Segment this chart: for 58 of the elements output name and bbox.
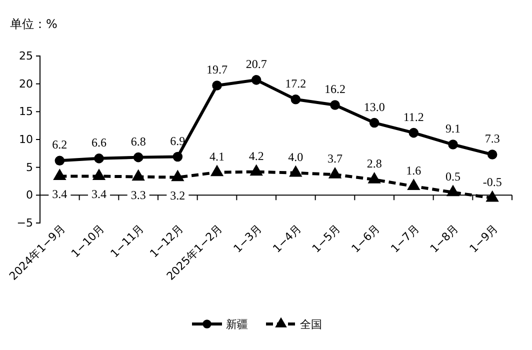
data-label: 6.6 (92, 135, 106, 150)
y-tick-label: 5 (26, 160, 33, 174)
point (92, 168, 106, 180)
point (251, 75, 262, 85)
point (289, 165, 302, 177)
point (407, 178, 420, 190)
data-label: 6.8 (130, 134, 146, 148)
data-label: -0.5 (482, 174, 502, 189)
data-label: 3.2 (170, 188, 186, 202)
data-label: 17.2 (285, 76, 306, 90)
data-label: 13.0 (364, 100, 385, 114)
data-label: 6.2 (52, 138, 68, 152)
data-label: 19.7 (206, 62, 228, 77)
data-label: 6.9 (170, 134, 186, 148)
data-label: 11.2 (403, 110, 424, 124)
data-label: 4.1 (210, 149, 224, 164)
data-label: 3.7 (328, 152, 342, 166)
y-tick-label: 25 (19, 50, 33, 63)
data-label: 0.5 (446, 169, 460, 184)
data-label: 3.3 (130, 188, 146, 202)
point (446, 184, 460, 196)
data-label: 20.7 (246, 56, 267, 71)
y-axis-title: 单位：% (10, 17, 58, 31)
point (330, 100, 340, 110)
data-label: 3.4 (92, 187, 106, 202)
data-label: 16.2 (324, 82, 346, 96)
point (369, 118, 380, 128)
point (250, 164, 263, 176)
y-tick-label: −5 (16, 216, 33, 230)
point (328, 166, 342, 178)
point (368, 172, 381, 184)
legend-label: 全国 (300, 318, 322, 331)
point (171, 170, 184, 182)
data-label: 4.2 (248, 148, 264, 163)
y-tick-label: 20 (19, 77, 33, 90)
y-tick-label: 15 (19, 105, 33, 118)
y-tick-label: 10 (19, 133, 33, 146)
point (94, 154, 104, 164)
point (172, 152, 183, 162)
point (487, 150, 498, 160)
data-label: 4.0 (288, 150, 304, 164)
point (54, 156, 65, 166)
data-label: 7.3 (484, 132, 500, 146)
y-tick-label: 0 (26, 188, 33, 202)
point (448, 140, 458, 150)
data-label: 3.4 (52, 187, 68, 202)
data-label: 9.1 (446, 122, 460, 136)
point (486, 190, 499, 202)
point (290, 94, 301, 104)
point (132, 169, 145, 181)
data-label: 2.8 (366, 156, 382, 171)
point (53, 168, 66, 180)
point (212, 80, 222, 90)
data-label: 1.6 (406, 163, 422, 178)
legend-label: 新疆 (226, 318, 248, 331)
point (133, 152, 144, 162)
point (408, 128, 419, 138)
point (210, 164, 224, 176)
